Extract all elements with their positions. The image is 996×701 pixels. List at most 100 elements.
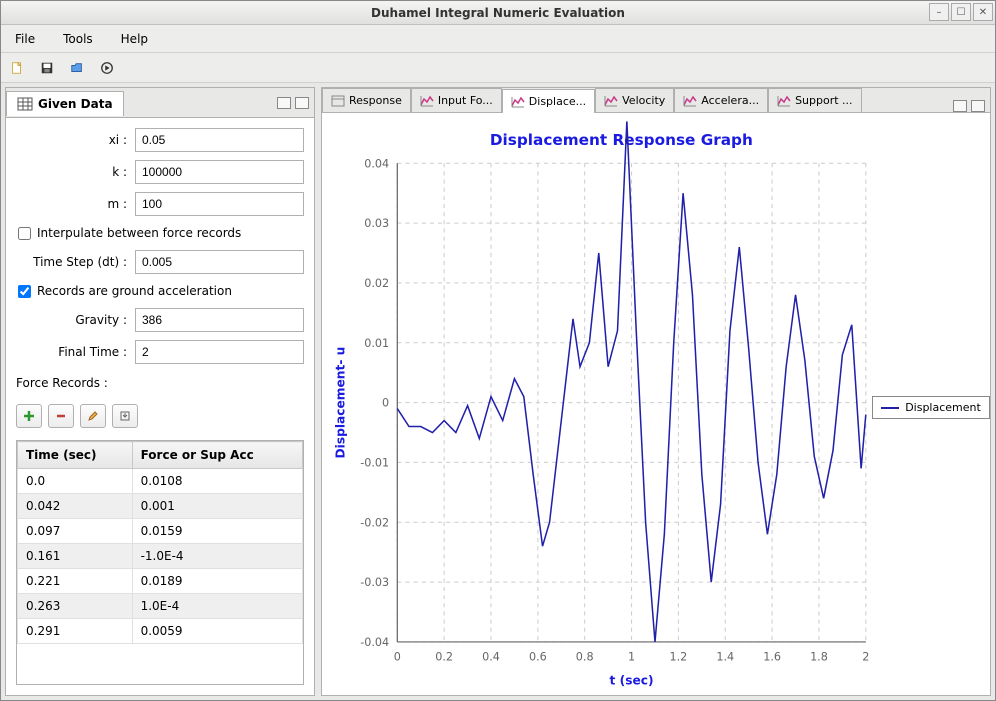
window-title: Duhamel Integral Numeric Evaluation [371, 6, 625, 20]
svg-text:0.2: 0.2 [435, 650, 453, 663]
table-row[interactable]: 0.161-1.0E-4 [18, 544, 303, 569]
right-tabs: Response Input Fo... Displace... Velocity Ac… [322, 88, 990, 113]
panel-minmax-icons [277, 97, 309, 109]
tab-displace[interactable]: Displace... [502, 89, 595, 113]
svg-text:1.4: 1.4 [716, 650, 734, 663]
import-record-button[interactable] [112, 404, 138, 428]
table-cell: 0.001 [132, 494, 302, 519]
menu-help[interactable]: Help [115, 29, 154, 49]
svg-text:0.02: 0.02 [364, 277, 389, 290]
menu-file[interactable]: File [9, 29, 41, 49]
svg-text:t (sec): t (sec) [610, 674, 654, 688]
data-icon [17, 97, 33, 111]
chart-area: Displacement Response Graph00.20.40.60.8… [322, 113, 990, 700]
titlebar: Duhamel Integral Numeric Evaluation – ☐ … [1, 1, 995, 25]
legend-box: Displacement [872, 396, 990, 419]
row-dt: Time Step (dt) : [16, 250, 304, 274]
input-xi[interactable] [135, 128, 304, 152]
legend-line-icon [881, 407, 899, 409]
table-cell: 0.0159 [132, 519, 302, 544]
tab-velocity[interactable]: Velocity [595, 88, 674, 112]
remove-record-button[interactable] [48, 404, 74, 428]
minimize-button[interactable]: – [929, 3, 949, 21]
chart-tab-icon [777, 95, 791, 107]
row-xi: xi : [16, 128, 304, 152]
tab-label: Displace... [529, 95, 586, 108]
chart-svg-wrap: Displacement Response Graph00.20.40.60.8… [326, 121, 876, 694]
open-icon[interactable] [67, 58, 87, 78]
table-cell: 0.0108 [132, 469, 302, 494]
tab-support[interactable]: Support ... [768, 88, 861, 112]
table-cell: 0.291 [18, 619, 133, 644]
table-cell: 0.221 [18, 569, 133, 594]
table-row[interactable]: 0.00.0108 [18, 469, 303, 494]
row-final-time: Final Time : [16, 340, 304, 364]
panel-minimize-icon[interactable] [277, 97, 291, 109]
tab-accelera[interactable]: Accelera... [674, 88, 768, 112]
table-row[interactable]: 0.0420.001 [18, 494, 303, 519]
given-data-tab[interactable]: Given Data [6, 91, 124, 116]
table-row[interactable]: 0.0970.0159 [18, 519, 303, 544]
svg-text:0.6: 0.6 [529, 650, 547, 663]
tab-label: Support ... [795, 94, 852, 107]
panel-minimize-icon[interactable] [953, 100, 967, 112]
close-button[interactable]: ✕ [973, 3, 993, 21]
tab-label: Input Fo... [438, 94, 493, 107]
legend: Displacement [876, 121, 986, 694]
tab-label: Accelera... [701, 94, 759, 107]
svg-text:0.01: 0.01 [364, 337, 389, 350]
chart-tab-icon [604, 95, 618, 107]
table-row[interactable]: 0.2910.0059 [18, 619, 303, 644]
new-icon[interactable] [7, 58, 27, 78]
tab-response[interactable]: Response [322, 88, 411, 112]
svg-text:Displacement- u: Displacement- u [333, 347, 347, 459]
row-interpolate: Interpulate between force records [16, 224, 304, 242]
input-m[interactable] [135, 192, 304, 216]
input-final-time[interactable] [135, 340, 304, 364]
tab-label: Response [349, 94, 402, 107]
chart-tab-icon [420, 95, 434, 107]
panel-maximize-icon[interactable] [971, 100, 985, 112]
table-row[interactable]: 0.2210.0189 [18, 569, 303, 594]
chart-svg: Displacement Response Graph00.20.40.60.8… [326, 121, 876, 694]
panel-maximize-icon[interactable] [295, 97, 309, 109]
given-data-tab-label: Given Data [38, 97, 113, 111]
label-m: m : [16, 197, 127, 211]
table-row[interactable]: 0.2631.0E-4 [18, 594, 303, 619]
svg-text:0.8: 0.8 [576, 650, 594, 663]
table-cell: -1.0E-4 [132, 544, 302, 569]
window-controls: – ☐ ✕ [929, 3, 993, 21]
right-panel: Response Input Fo... Displace... Velocity Ac… [321, 87, 991, 696]
row-k: k : [16, 160, 304, 184]
tab-inputfo[interactable]: Input Fo... [411, 88, 502, 112]
table-cell: 0.161 [18, 544, 133, 569]
toolbar [1, 53, 995, 83]
run-icon[interactable] [97, 58, 117, 78]
menu-tools[interactable]: Tools [57, 29, 99, 49]
svg-text:1.6: 1.6 [763, 650, 781, 663]
table-cell: 0.263 [18, 594, 133, 619]
maximize-button[interactable]: ☐ [951, 3, 971, 21]
checkbox-ground-accel[interactable] [18, 285, 31, 298]
label-ground-accel: Records are ground acceleration [37, 284, 232, 298]
row-gravity: Gravity : [16, 308, 304, 332]
svg-text:2: 2 [862, 650, 869, 663]
chart-tab-icon [683, 95, 697, 107]
checkbox-interpolate[interactable] [18, 227, 31, 240]
col-force[interactable]: Force or Sup Acc [132, 442, 302, 469]
input-k[interactable] [135, 160, 304, 184]
label-xi: xi : [16, 133, 127, 147]
col-time[interactable]: Time (sec) [18, 442, 133, 469]
table-cell: 1.0E-4 [132, 594, 302, 619]
add-record-button[interactable] [16, 404, 42, 428]
edit-record-button[interactable] [80, 404, 106, 428]
input-gravity[interactable] [135, 308, 304, 332]
left-panel: Given Data xi : k : m : [5, 87, 315, 696]
svg-text:-0.01: -0.01 [360, 456, 389, 469]
right-panel-minmax [953, 100, 985, 112]
svg-text:-0.04: -0.04 [360, 636, 389, 649]
save-icon[interactable] [37, 58, 57, 78]
table-cell: 0.0189 [132, 569, 302, 594]
input-dt[interactable] [135, 250, 304, 274]
svg-text:0.4: 0.4 [482, 650, 500, 663]
